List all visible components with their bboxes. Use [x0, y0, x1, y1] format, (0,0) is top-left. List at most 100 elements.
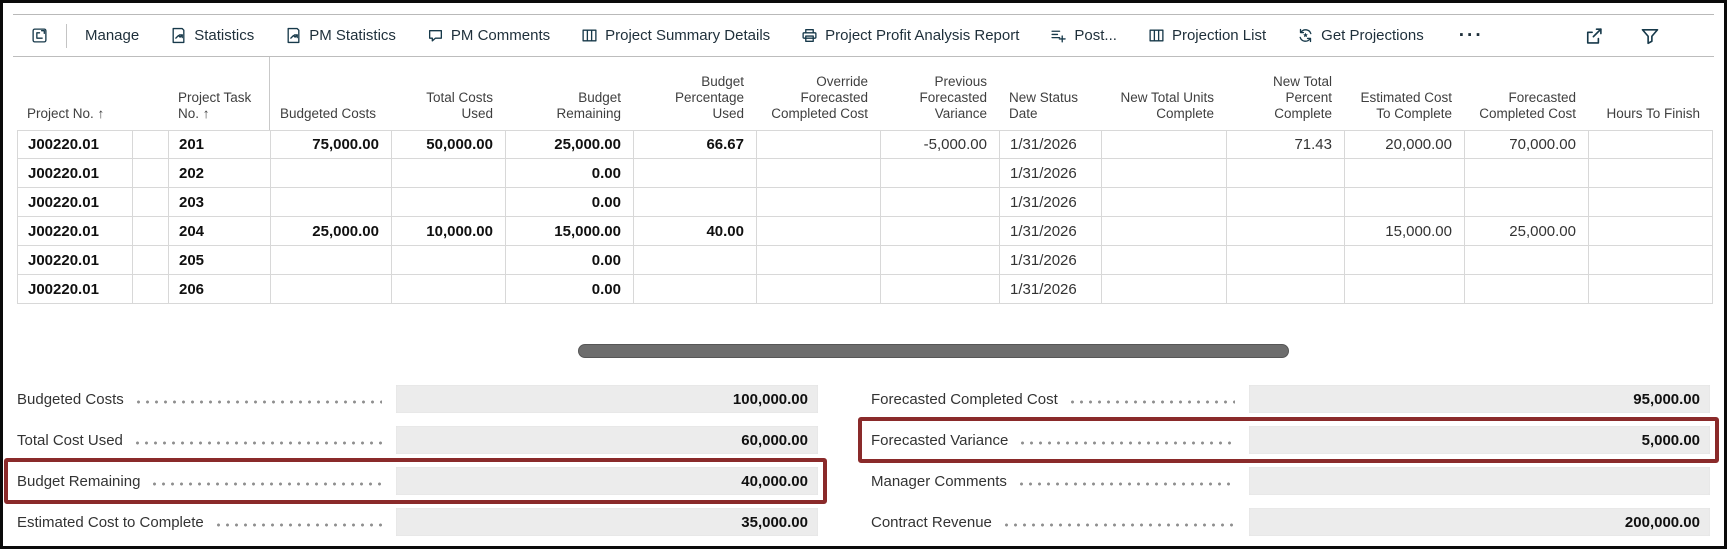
column-header-new-total-units-complete[interactable]: New Total Units Complete: [1120, 90, 1214, 121]
cell-forecasted_completed_cost[interactable]: 70,000.00: [1465, 131, 1589, 158]
cell-project_no[interactable]: J00220.01: [18, 131, 133, 158]
cell-total_costs_used[interactable]: 10,000.00: [392, 217, 506, 245]
cell-new_total_units_complete[interactable]: [1102, 275, 1227, 303]
column-header-hours-to-finish[interactable]: Hours To Finish: [1606, 106, 1700, 121]
cell-blank[interactable]: [133, 246, 169, 274]
cell-budget_pct_used[interactable]: [634, 188, 757, 216]
cell-override_forecasted_completed_cost[interactable]: [757, 217, 881, 245]
cell-override_forecasted_completed_cost[interactable]: [757, 131, 881, 158]
cell-task_no[interactable]: 206: [169, 275, 271, 303]
table-row[interactable]: J00220.01 206 0.00 1/31/2026: [17, 275, 1713, 304]
column-header-previous-forecasted-variance[interactable]: Previous Forecasted Variance: [919, 74, 987, 121]
toolbar-button-project-summary-details[interactable]: Project Summary Details: [579, 23, 772, 48]
cell-hours_to_finish[interactable]: [1589, 188, 1713, 216]
cell-new_total_units_complete[interactable]: [1102, 246, 1227, 274]
cell-budgeted_costs[interactable]: 75,000.00: [271, 131, 392, 158]
cell-new_status_date[interactable]: 1/31/2026: [1000, 275, 1102, 303]
filter-button[interactable]: [1638, 24, 1662, 48]
cell-new_total_percent_complete[interactable]: [1227, 246, 1345, 274]
cell-new_status_date[interactable]: 1/31/2026: [1000, 217, 1102, 245]
totals-field-budget-remaining[interactable]: 40,000.00: [396, 467, 818, 495]
cell-hours_to_finish[interactable]: [1589, 246, 1713, 274]
cell-budgeted_costs[interactable]: 25,000.00: [271, 217, 392, 245]
cell-estimated_cost_to_complete[interactable]: [1345, 275, 1465, 303]
cell-hours_to_finish[interactable]: [1589, 159, 1713, 187]
cell-total_costs_used[interactable]: 50,000.00: [392, 131, 506, 158]
cell-previous_forecasted_variance[interactable]: [881, 217, 1000, 245]
cell-estimated_cost_to_complete[interactable]: [1345, 159, 1465, 187]
column-header-budget-remaining[interactable]: Budget Remaining: [556, 90, 621, 121]
cell-task_no[interactable]: 203: [169, 188, 271, 216]
cell-blank[interactable]: [133, 131, 169, 158]
cell-forecasted_completed_cost[interactable]: [1465, 246, 1589, 274]
cell-blank[interactable]: [133, 159, 169, 187]
toolbar-button-get-projections[interactable]: Get Projections: [1295, 23, 1426, 48]
cell-new_status_date[interactable]: 1/31/2026: [1000, 131, 1102, 158]
cell-total_costs_used[interactable]: [392, 275, 506, 303]
column-header-new-total-percent-complete[interactable]: New Total Percent Complete: [1272, 74, 1332, 121]
cell-budget_pct_used[interactable]: 66.67: [634, 131, 757, 158]
horizontal-scrollbar[interactable]: [17, 344, 1715, 359]
cell-task_no[interactable]: 201: [169, 131, 271, 158]
cell-estimated_cost_to_complete[interactable]: [1345, 188, 1465, 216]
cell-new_total_units_complete[interactable]: [1102, 188, 1227, 216]
cell-budget_pct_used[interactable]: 40.00: [634, 217, 757, 245]
cell-budgeted_costs[interactable]: [271, 275, 392, 303]
share-button[interactable]: [1582, 24, 1606, 48]
cell-task_no[interactable]: 205: [169, 246, 271, 274]
cell-project_no[interactable]: J00220.01: [18, 275, 133, 303]
column-header-project-no[interactable]: Project No. ↑: [27, 106, 105, 121]
cell-budgeted_costs[interactable]: [271, 188, 392, 216]
cell-override_forecasted_completed_cost[interactable]: [757, 275, 881, 303]
column-header-total-costs-used[interactable]: Total Costs Used: [426, 90, 493, 121]
cell-forecasted_completed_cost[interactable]: 25,000.00: [1465, 217, 1589, 245]
cell-new_total_percent_complete[interactable]: [1227, 188, 1345, 216]
cell-new_total_percent_complete[interactable]: [1227, 275, 1345, 303]
cell-estimated_cost_to_complete[interactable]: [1345, 246, 1465, 274]
horizontal-scrollbar-thumb[interactable]: [578, 344, 1289, 358]
toolbar-button-statistics[interactable]: Statistics: [168, 23, 256, 48]
totals-field-forecasted-completed-cost[interactable]: 95,000.00: [1249, 385, 1710, 413]
focus-mode-button[interactable]: [29, 25, 50, 46]
cell-hours_to_finish[interactable]: [1589, 275, 1713, 303]
totals-field-total-cost-used[interactable]: 60,000.00: [396, 426, 818, 454]
column-header-blank[interactable]: [132, 57, 168, 130]
cell-project_no[interactable]: J00220.01: [18, 159, 133, 187]
column-header-project-task-no[interactable]: Project Task No. ↑: [168, 57, 270, 130]
cell-previous_forecasted_variance[interactable]: [881, 246, 1000, 274]
cell-override_forecasted_completed_cost[interactable]: [757, 159, 881, 187]
cell-forecasted_completed_cost[interactable]: [1465, 159, 1589, 187]
totals-field-contract-revenue[interactable]: 200,000.00: [1249, 508, 1710, 536]
cell-budget_pct_used[interactable]: [634, 246, 757, 274]
toolbar-button-post[interactable]: Post...: [1048, 23, 1119, 48]
toolbar-button-pm-comments[interactable]: PM Comments: [425, 23, 552, 48]
cell-project_no[interactable]: J00220.01: [18, 246, 133, 274]
cell-estimated_cost_to_complete[interactable]: 20,000.00: [1345, 131, 1465, 158]
cell-total_costs_used[interactable]: [392, 188, 506, 216]
cell-hours_to_finish[interactable]: [1589, 131, 1713, 158]
cell-new_status_date[interactable]: 1/31/2026: [1000, 246, 1102, 274]
cell-previous_forecasted_variance[interactable]: [881, 275, 1000, 303]
cell-override_forecasted_completed_cost[interactable]: [757, 188, 881, 216]
cell-budget_remaining[interactable]: 0.00: [506, 246, 634, 274]
cell-estimated_cost_to_complete[interactable]: 15,000.00: [1345, 217, 1465, 245]
cell-task_no[interactable]: 202: [169, 159, 271, 187]
table-row[interactable]: J00220.01 203 0.00 1/31/2026: [17, 188, 1713, 217]
cell-blank[interactable]: [133, 217, 169, 245]
cell-new_total_units_complete[interactable]: [1102, 131, 1227, 158]
cell-previous_forecasted_variance[interactable]: -5,000.00: [881, 131, 1000, 158]
table-row[interactable]: J00220.01 202 0.00 1/31/2026: [17, 159, 1713, 188]
cell-budget_pct_used[interactable]: [634, 275, 757, 303]
column-header-estimated-cost-to-complete[interactable]: Estimated Cost To Complete: [1360, 90, 1452, 121]
cell-budget_remaining[interactable]: 15,000.00: [506, 217, 634, 245]
totals-field-estimated-cost-to-complete[interactable]: 35,000.00: [396, 508, 818, 536]
column-header-forecasted-completed-cost[interactable]: Forecasted Completed Cost: [1479, 90, 1576, 121]
table-row[interactable]: J00220.01 204 25,000.00 10,000.00 15,000.00 4…: [17, 217, 1713, 246]
cell-override_forecasted_completed_cost[interactable]: [757, 246, 881, 274]
cell-new_total_units_complete[interactable]: [1102, 217, 1227, 245]
cell-new_total_percent_complete[interactable]: [1227, 217, 1345, 245]
cell-hours_to_finish[interactable]: [1589, 217, 1713, 245]
cell-project_no[interactable]: J00220.01: [18, 217, 133, 245]
cell-budget_pct_used[interactable]: [634, 159, 757, 187]
cell-new_total_units_complete[interactable]: [1102, 159, 1227, 187]
